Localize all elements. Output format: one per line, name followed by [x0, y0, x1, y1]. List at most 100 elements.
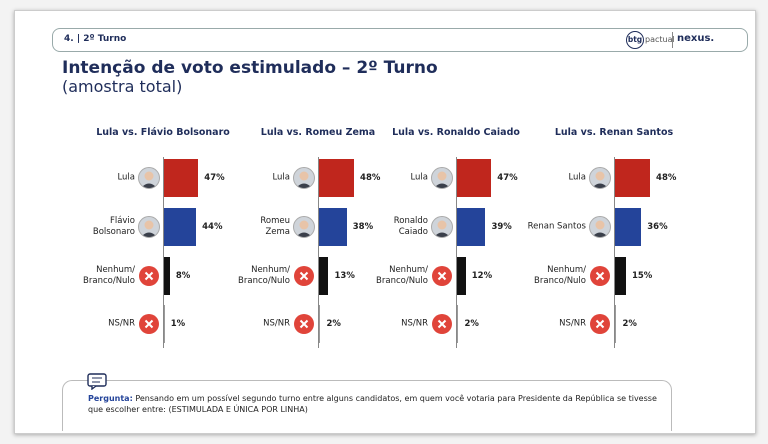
- none-icon: [590, 266, 610, 286]
- x-mark: [299, 319, 309, 329]
- bar: [164, 208, 197, 246]
- chart-title: Lula vs. Flávio Bolsonaro: [96, 127, 230, 138]
- face: [434, 171, 450, 188]
- bar: [457, 208, 486, 246]
- category-label: NS/NR: [559, 318, 586, 329]
- x-mark: [595, 319, 605, 329]
- candidate-photo: [293, 167, 315, 189]
- logo-mark: btg: [626, 31, 644, 49]
- axis-line: [456, 157, 457, 348]
- category-label: Nenhum/ Branco/Nulo: [534, 265, 586, 286]
- candidate-photo: [138, 167, 160, 189]
- category-label: Lula: [410, 172, 428, 183]
- face: [296, 171, 312, 188]
- bar: [457, 159, 492, 197]
- bar: [164, 257, 170, 295]
- value-label: 48%: [360, 173, 381, 183]
- value-label: 15%: [631, 271, 653, 281]
- chart-title: Lula vs. Romeu Zema: [260, 127, 376, 138]
- candidate-photo: [293, 216, 315, 238]
- none-icon: [590, 314, 610, 334]
- face: [592, 171, 608, 188]
- partner-logo: nexus.: [677, 33, 715, 44]
- category-label: Lula: [117, 172, 135, 183]
- bar: [319, 305, 321, 343]
- bar: [615, 305, 617, 343]
- none-icon: [432, 314, 452, 334]
- face: [141, 220, 157, 237]
- none-icon: [432, 266, 452, 286]
- x-mark: [144, 319, 154, 329]
- candidate-photo: [589, 216, 611, 238]
- question: Pergunta: Pensando em um possível segund…: [88, 393, 668, 415]
- title: Intenção de voto estimulado – 2º Turno: [62, 58, 438, 78]
- value-label: 2%: [326, 319, 341, 329]
- bar: [319, 208, 347, 246]
- chart-title: Lula vs. Renan Santos: [554, 127, 674, 138]
- value-label: 47%: [204, 173, 225, 183]
- value-label: 44%: [202, 222, 223, 232]
- value-label: 47%: [497, 173, 518, 183]
- value-label: 38%: [352, 222, 374, 232]
- x-mark: [437, 319, 447, 329]
- bar: [457, 305, 459, 343]
- logo-divider: [672, 32, 673, 48]
- bar: [615, 257, 626, 295]
- candidate-photo: [431, 167, 453, 189]
- candidate-photo: [138, 216, 160, 238]
- bar: [164, 159, 199, 197]
- value-label: 36%: [647, 222, 668, 232]
- value-label: 13%: [334, 271, 355, 281]
- axis-line: [614, 157, 615, 348]
- bar: [164, 305, 165, 343]
- value-label: 12%: [471, 271, 493, 281]
- category-label: Nenhum/ Branco/Nulo: [238, 265, 290, 286]
- category-label: Flávio Bolsonaro: [92, 216, 135, 237]
- category-label: NS/NR: [401, 318, 428, 329]
- category-label: Nenhum/ Branco/Nulo: [376, 265, 428, 286]
- header-bar: [52, 28, 748, 52]
- category-label: Ronaldo Caiado: [393, 216, 428, 237]
- x-mark: [437, 271, 447, 281]
- candidate-photo: [431, 216, 453, 238]
- face: [592, 220, 608, 237]
- category-label: Lula: [272, 172, 290, 183]
- bar: [319, 257, 329, 295]
- category-label: Lula: [568, 172, 586, 183]
- bar: [615, 208, 642, 246]
- value-label: 1%: [170, 319, 186, 329]
- face: [141, 171, 157, 188]
- question-icon: [87, 373, 107, 390]
- logo-text: pactual: [645, 35, 675, 44]
- none-icon: [294, 266, 314, 286]
- section-label: 4. | 2º Turno: [64, 34, 127, 44]
- category-label: Renan Santos: [527, 221, 586, 232]
- category-label: Romeu Zema: [260, 216, 290, 237]
- bar: [615, 159, 651, 197]
- value-label: 39%: [491, 222, 512, 232]
- face: [434, 220, 450, 237]
- question-text: Pensando em um possível segundo turno en…: [88, 394, 657, 414]
- bar: [319, 159, 355, 197]
- axis-line: [163, 157, 164, 348]
- category-label: Nenhum/ Branco/Nulo: [83, 265, 135, 286]
- question-label: Pergunta:: [88, 394, 133, 403]
- candidate-photo: [589, 167, 611, 189]
- question-box: [62, 380, 672, 431]
- x-mark: [144, 271, 154, 281]
- bar: [457, 257, 466, 295]
- x-mark: [595, 271, 605, 281]
- none-icon: [294, 314, 314, 334]
- chart-title: Lula vs. Ronaldo Caiado: [392, 127, 520, 138]
- axis-line: [318, 157, 319, 348]
- category-label: NS/NR: [108, 318, 135, 329]
- subtitle: (amostra total): [62, 77, 183, 96]
- category-label: NS/NR: [263, 318, 290, 329]
- value-label: 2%: [464, 319, 479, 329]
- value-label: 8%: [175, 271, 191, 281]
- none-icon: [139, 266, 159, 286]
- value-label: 2%: [622, 319, 637, 329]
- face: [296, 220, 312, 237]
- x-mark: [299, 271, 309, 281]
